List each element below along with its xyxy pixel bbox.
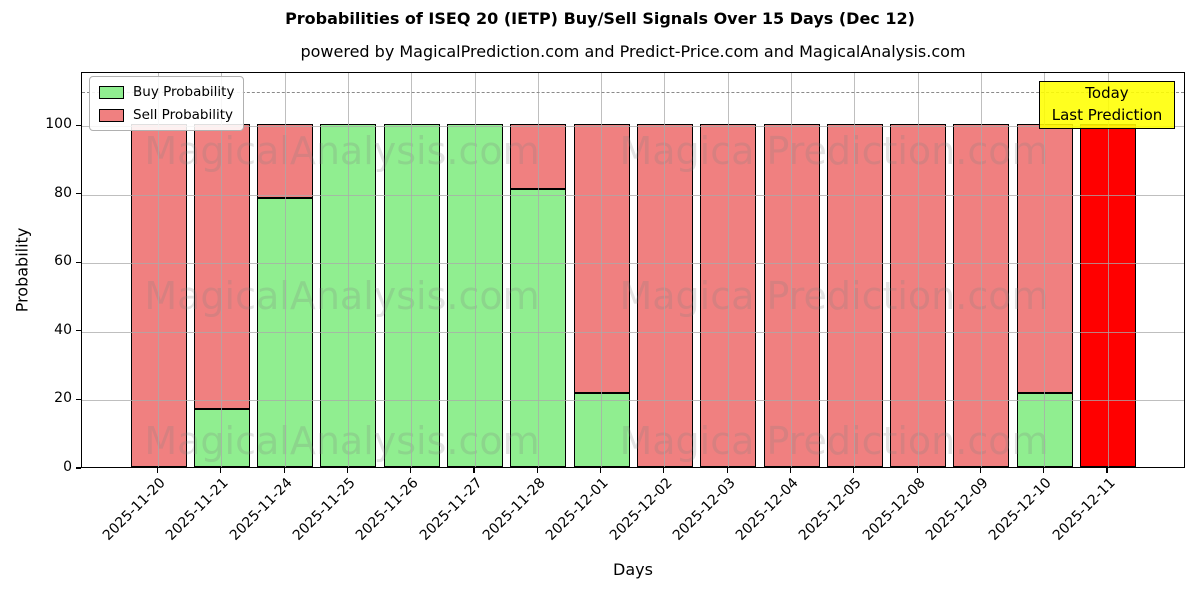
- vertical-gridline: [980, 73, 982, 467]
- horizontal-gridline: [82, 263, 1184, 265]
- watermark-text: Magica Prediction.com: [619, 129, 1049, 173]
- vertical-gridline: [854, 73, 856, 467]
- x-tick-mark: [789, 468, 792, 473]
- x-tick-label: 2025-12-02: [606, 475, 676, 544]
- today-annotation-box: Today Last Prediction: [1039, 81, 1175, 129]
- x-tick-mark: [220, 468, 222, 473]
- y-tick-label: 60: [54, 253, 72, 270]
- x-tick-mark: [536, 468, 538, 473]
- vertical-gridline: [1107, 73, 1109, 467]
- y-tick-mark: [76, 124, 81, 126]
- y-tick-mark: [76, 330, 81, 332]
- x-axis-label: Days: [613, 560, 653, 579]
- vertical-gridline: [664, 73, 666, 467]
- vertical-gridline: [727, 73, 729, 467]
- x-tick-label: 2025-12-09: [922, 475, 992, 544]
- legend-item-buy: Buy Probability: [99, 84, 234, 100]
- x-tick-label: 2025-12-05: [796, 475, 866, 544]
- x-tick-mark: [1106, 468, 1108, 473]
- y-tick-label: 100: [45, 116, 72, 133]
- horizontal-gridline: [82, 126, 1184, 128]
- legend-buy-label: Buy Probability: [133, 84, 235, 100]
- dashed-threshold-line: [82, 91, 1184, 93]
- vertical-gridline: [601, 73, 603, 467]
- watermark-text: MagicalAnalysis.com: [144, 274, 540, 318]
- vertical-gridline: [221, 73, 223, 467]
- legend: Buy Probability Sell Probability: [89, 76, 245, 131]
- x-tick-label: 2025-12-03: [669, 475, 739, 544]
- vertical-gridline: [284, 73, 286, 467]
- x-tick-label: 2025-11-25: [289, 475, 359, 544]
- today-annotation-line1: Today: [1085, 84, 1129, 103]
- x-tick-label: 2025-11-26: [353, 475, 423, 544]
- x-tick-label: 2025-11-28: [479, 475, 549, 544]
- vertical-gridline: [411, 73, 413, 467]
- y-tick-mark: [76, 261, 81, 263]
- y-tick-mark: [76, 398, 81, 401]
- x-tick-mark: [156, 468, 159, 473]
- x-tick-mark: [1043, 468, 1045, 473]
- vertical-gridline: [917, 73, 919, 467]
- horizontal-gridline: [82, 400, 1184, 402]
- vertical-gridline: [791, 73, 792, 467]
- vertical-gridline: [537, 73, 539, 467]
- x-tick-label: 2025-11-20: [99, 475, 169, 544]
- horizontal-gridline: [82, 331, 1184, 333]
- x-tick-label: 2025-11-27: [416, 475, 486, 544]
- x-tick-mark: [410, 468, 412, 473]
- x-tick-label: 2025-12-11: [1049, 475, 1119, 544]
- x-tick-mark: [853, 468, 855, 473]
- x-tick-mark: [663, 468, 665, 473]
- x-tick-label: 2025-12-10: [986, 475, 1056, 544]
- watermark-text: MagicalAnalysis.com: [144, 129, 540, 173]
- y-tick-label: 0: [63, 459, 72, 475]
- x-tick-label: 2025-12-08: [859, 475, 929, 544]
- legend-sell-label: Sell Probability: [133, 107, 234, 123]
- x-tick-label: 2025-11-24: [226, 475, 296, 544]
- x-tick-mark: [346, 468, 348, 473]
- watermark-text: MagicalAnalysis.com: [144, 419, 540, 463]
- legend-item-sell: Sell Probability: [99, 107, 234, 123]
- watermark-text: Magica Prediction.com: [619, 274, 1049, 318]
- chart-title: Probabilities of ISEQ 20 (IETP) Buy/Sell…: [285, 9, 915, 28]
- x-tick-mark: [726, 468, 728, 473]
- x-tick-mark: [473, 468, 475, 473]
- x-tick-label: 2025-11-21: [163, 475, 233, 544]
- y-tick-label: 40: [54, 321, 72, 338]
- x-tick-mark: [979, 468, 981, 473]
- y-tick-mark: [76, 193, 81, 195]
- vertical-gridline: [158, 73, 159, 467]
- x-tick-label: 2025-12-01: [543, 475, 612, 544]
- horizontal-gridline: [82, 194, 1184, 196]
- vertical-gridline: [474, 73, 476, 467]
- y-tick-mark: [76, 467, 81, 469]
- x-tick-mark: [283, 468, 285, 473]
- x-tick-label: 2025-12-04: [732, 475, 802, 544]
- watermark-text: Magica Prediction.com: [619, 419, 1049, 463]
- y-tick-label: 80: [54, 184, 72, 201]
- today-annotation-line2: Last Prediction: [1051, 106, 1163, 124]
- y-tick-label: 20: [54, 390, 72, 407]
- legend-sell-swatch-icon: [99, 108, 124, 122]
- chart-subtitle: powered by MagicalPrediction.com and Pre…: [300, 42, 966, 61]
- watermark-layer: MagicalAnalysis.com Magica Prediction.com…: [82, 73, 1184, 467]
- vertical-gridline: [347, 73, 349, 467]
- y-axis-label: Probability: [12, 227, 32, 313]
- legend-buy-swatch-icon: [99, 85, 124, 99]
- plot-area: MagicalAnalysis.com Magica Prediction.com…: [81, 72, 1185, 468]
- x-tick-mark: [600, 468, 602, 473]
- x-tick-mark: [916, 468, 918, 473]
- vertical-gridline: [1044, 73, 1046, 467]
